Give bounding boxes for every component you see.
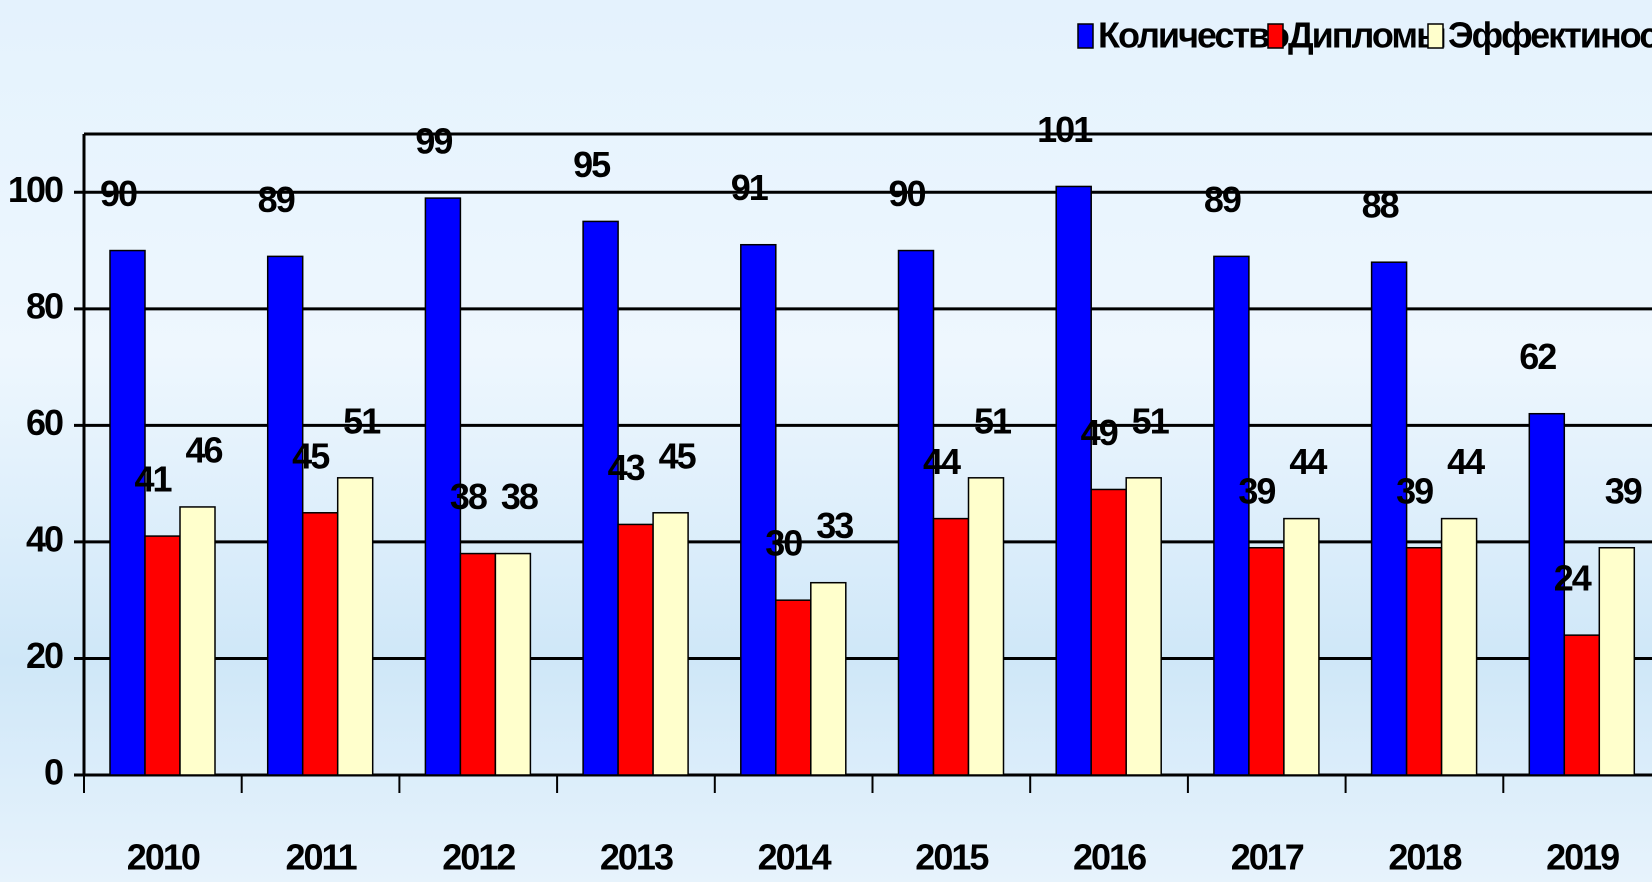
value-label: 41 [134, 459, 172, 500]
x-tick-label: 2012 [442, 837, 515, 878]
bar [810, 581, 847, 776]
value-label: 44 [923, 441, 961, 482]
value-label: 38 [450, 476, 487, 517]
value-label: 38 [501, 476, 538, 517]
bar [775, 599, 812, 776]
legend-label: Дипломы [1288, 15, 1445, 56]
value-label: 51 [1132, 400, 1170, 441]
value-label: 90 [888, 173, 925, 214]
y-tick-label: 60 [26, 402, 63, 443]
value-label: 95 [573, 144, 611, 185]
bar [424, 197, 462, 776]
value-label: 101 [1037, 109, 1093, 150]
value-label: 49 [1081, 412, 1118, 453]
bar [1248, 546, 1285, 776]
bar [1598, 546, 1636, 776]
x-tick-label: 2010 [127, 837, 200, 878]
value-label: 44 [1289, 441, 1327, 482]
bar [144, 535, 181, 776]
value-label: 88 [1362, 185, 1399, 226]
bar [266, 255, 304, 776]
bar [1213, 255, 1250, 776]
legend-label: Количество [1098, 15, 1289, 56]
value-label: 89 [1204, 179, 1241, 220]
y-tick-label: 40 [26, 518, 63, 559]
value-label: 45 [292, 435, 330, 476]
bar [1090, 488, 1127, 776]
bar [967, 477, 1005, 776]
x-tick-label: 2017 [1231, 837, 1304, 878]
x-tick-label: 2016 [1073, 837, 1146, 878]
bar [459, 552, 497, 776]
bar [1055, 185, 1092, 776]
x-tick-label: 2015 [915, 837, 989, 878]
bar [179, 506, 216, 776]
bar [494, 552, 532, 776]
value-label: 45 [659, 435, 697, 476]
legend-swatch [1077, 23, 1094, 49]
value-label: 62 [1519, 336, 1556, 377]
value-label: 51 [974, 400, 1012, 441]
value-label: 91 [731, 167, 769, 208]
value-label: 39 [1605, 470, 1642, 511]
legend-swatch [1427, 23, 1444, 49]
value-label: 39 [1238, 470, 1275, 511]
bar [1125, 477, 1162, 776]
bar [1405, 546, 1443, 776]
bar [932, 517, 970, 776]
bar [740, 243, 777, 776]
bar [652, 512, 689, 776]
bar [109, 249, 146, 776]
bar [301, 512, 339, 776]
value-label: 39 [1396, 470, 1433, 511]
legend-label: Эффектиность [1448, 15, 1652, 56]
bar [336, 477, 374, 776]
x-tick-label: 2014 [758, 837, 832, 878]
y-tick-label: 20 [26, 635, 63, 676]
value-label: 99 [415, 121, 452, 162]
value-label: 24 [1554, 558, 1592, 599]
x-tick-label: 2011 [285, 837, 357, 878]
value-label: 51 [343, 400, 381, 441]
x-tick-label: 2013 [600, 837, 673, 878]
value-label: 89 [258, 179, 295, 220]
value-label: 46 [185, 429, 222, 470]
value-label: 44 [1447, 441, 1485, 482]
bar [1370, 261, 1408, 776]
bar [1440, 517, 1478, 776]
x-tick-label: 2018 [1388, 837, 1461, 878]
y-tick-label: 100 [8, 169, 63, 210]
bar [897, 249, 935, 776]
value-label: 33 [816, 505, 853, 546]
value-label: 90 [100, 173, 137, 214]
bar [617, 523, 654, 776]
value-label: 30 [765, 523, 802, 564]
y-tick-label: 80 [26, 285, 63, 326]
x-tick-label: 2019 [1546, 837, 1619, 878]
value-label: 43 [608, 447, 645, 488]
legend-swatch [1267, 23, 1284, 49]
bar [1528, 412, 1566, 776]
bar [1563, 634, 1601, 776]
bar [1283, 517, 1320, 776]
y-tick-label: 0 [44, 752, 63, 793]
bar [582, 220, 619, 776]
